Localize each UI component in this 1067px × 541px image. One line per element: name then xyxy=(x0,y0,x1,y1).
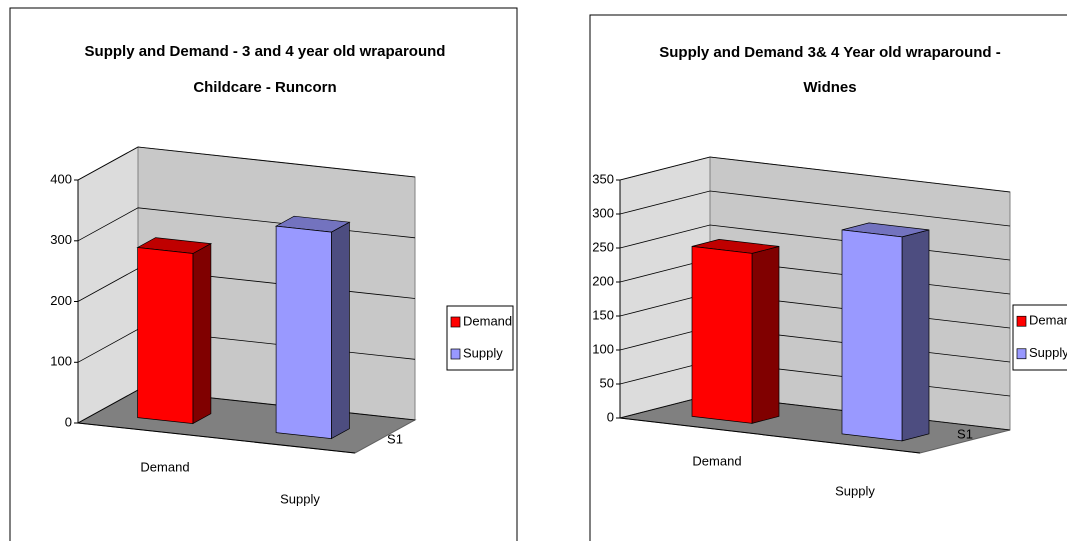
depth-label: S1 xyxy=(387,431,403,446)
y-tick-label: 0 xyxy=(607,409,614,424)
bar-side xyxy=(751,245,780,424)
y-tick-label: 400 xyxy=(50,171,72,186)
bar-side xyxy=(901,229,930,442)
legend-label: Supply xyxy=(1029,345,1067,360)
y-tick-label: 350 xyxy=(592,171,614,186)
y-tick-label: 150 xyxy=(592,307,614,322)
x-tick-label: Supply xyxy=(280,491,320,506)
legend-swatch xyxy=(1016,315,1027,327)
y-tick-label: 200 xyxy=(50,293,72,308)
y-tick-label: 0 xyxy=(65,414,72,429)
y-tick-label: 300 xyxy=(592,205,614,220)
bar xyxy=(137,247,194,424)
legend-swatch xyxy=(450,316,461,328)
legend-label: Supply xyxy=(463,345,503,360)
bar-side xyxy=(192,243,212,425)
chart-title: Supply and Demand - 3 and 4 year old wra… xyxy=(85,43,446,60)
chart-panel: Supply and Demand - 3 and 4 year old wra… xyxy=(9,7,518,541)
chart-title: Supply and Demand 3& 4 Year old wraparou… xyxy=(659,44,1000,61)
legend-box xyxy=(1012,304,1067,371)
bar-side xyxy=(331,221,350,440)
grid-line xyxy=(77,146,416,181)
legend-label: Demand xyxy=(1029,313,1067,328)
y-tick-label: 300 xyxy=(50,232,72,247)
y-tick-label: 50 xyxy=(600,375,614,390)
x-tick-label: Demand xyxy=(140,459,189,474)
bar xyxy=(691,246,753,424)
y-tick-label: 100 xyxy=(50,354,72,369)
x-tick-label: Demand xyxy=(692,453,741,468)
y-tick-label: 100 xyxy=(592,341,614,356)
chart-title: Childcare - Runcorn xyxy=(193,79,336,96)
x-axis xyxy=(77,422,356,454)
x-tick-label: Supply xyxy=(835,483,875,498)
legend-label: Demand xyxy=(463,313,512,328)
y-tick-label: 200 xyxy=(592,273,614,288)
x-axis xyxy=(619,417,921,454)
legend-swatch xyxy=(1016,348,1027,360)
bar xyxy=(275,225,332,439)
y-tick-label: 250 xyxy=(592,239,614,254)
legend-swatch xyxy=(450,348,461,360)
depth-label: S1 xyxy=(957,426,973,441)
grid-line xyxy=(619,156,1011,193)
bar xyxy=(841,229,903,442)
grid-line xyxy=(619,190,1011,227)
chart-title: Widnes xyxy=(803,79,856,96)
chart-panel: Supply and Demand 3& 4 Year old wraparou… xyxy=(589,14,1067,541)
